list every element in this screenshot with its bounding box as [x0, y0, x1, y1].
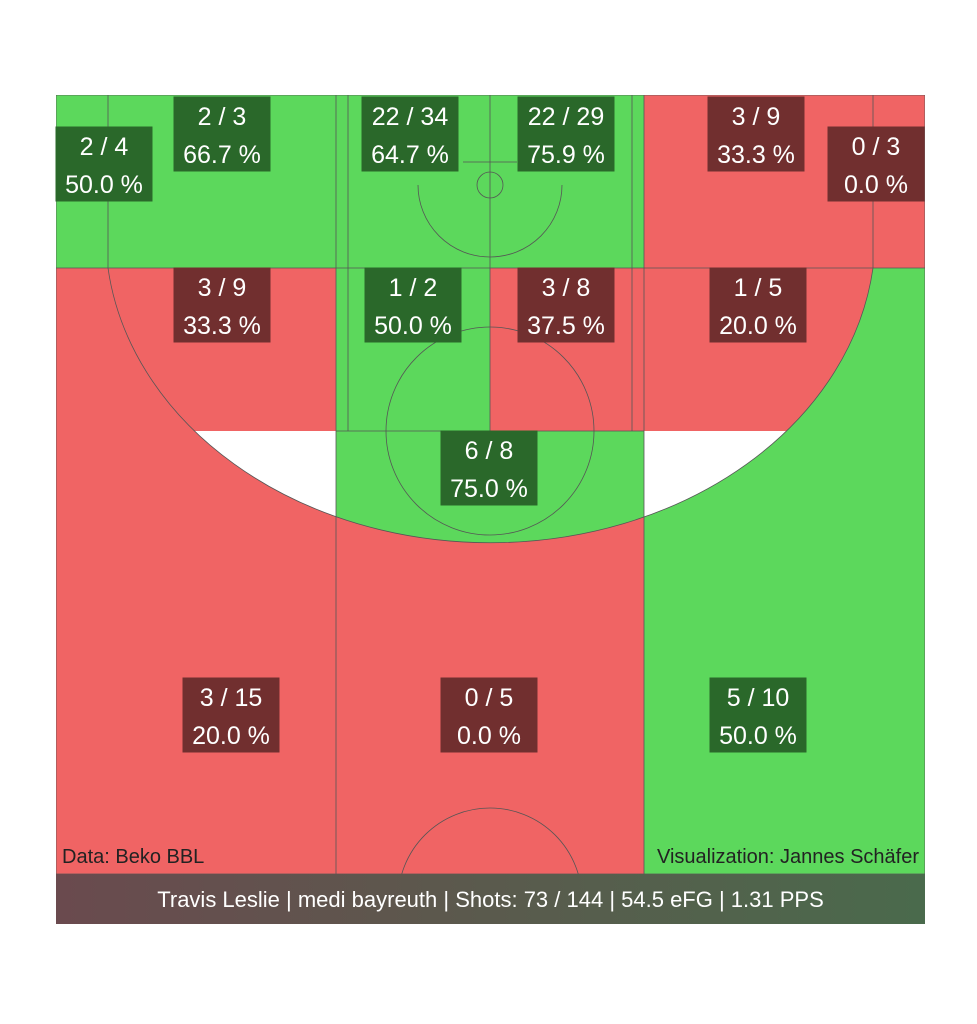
- zone-left-wing-two: [108, 268, 336, 431]
- author-credit: Visualization: Jannes Schäfer: [657, 846, 919, 868]
- zone-pct-label: 50.0 %: [719, 722, 797, 750]
- zone-label-left-baseline-two: 2 / 3 66.7 %: [173, 96, 271, 172]
- zone-label-top-key-two: 6 / 8 75.0 %: [440, 430, 538, 506]
- zone-label-restricted-area-right: 22 / 29 75.9 %: [517, 96, 615, 172]
- zone-label-box: [827, 126, 925, 202]
- zone-label-box: [517, 267, 615, 343]
- zone-shots-label: 1 / 5: [734, 274, 783, 302]
- zone-label-box: [440, 677, 538, 753]
- zone-pct-label: 64.7 %: [371, 141, 449, 169]
- source-credit: Data: Beko BBL: [62, 846, 204, 868]
- zone-pct-label: 0.0 %: [844, 171, 908, 199]
- zone-label-box: [173, 96, 271, 172]
- zone-label-left-wing-two: 3 / 9 33.3 %: [173, 267, 271, 343]
- zone-pct-label: 33.3 %: [183, 312, 261, 340]
- zone-label-box: [517, 96, 615, 172]
- zone-pct-label: 50.0 %: [374, 312, 452, 340]
- zone-label-paint-left: 1 / 2 50.0 %: [364, 267, 462, 343]
- zone-pct-label: 33.3 %: [717, 141, 795, 169]
- zone-label-box: [182, 677, 280, 753]
- zone-pct-label: 75.0 %: [450, 475, 528, 503]
- court-circle: [385, 326, 595, 536]
- zone-shots-label: 3 / 15: [200, 684, 263, 712]
- zone-label-paint-right: 3 / 8 37.5 %: [517, 267, 615, 343]
- zone-pct-label: 75.9 %: [527, 141, 605, 169]
- zone-label-box: [707, 96, 805, 172]
- zone-label-box: [440, 430, 538, 506]
- footer-bar: [56, 874, 925, 924]
- zone-left-baseline-two: [108, 95, 336, 268]
- zone-label-right-wing-three: 5 / 10 50.0 %: [709, 677, 807, 753]
- zone-label-box: [361, 96, 459, 172]
- zone-pct-label: 0.0 %: [457, 722, 521, 750]
- zone-label-right-baseline-two: 3 / 9 33.3 %: [707, 96, 805, 172]
- court-circle: [401, 807, 579, 874]
- zone-label-left-wing-three: 3 / 15 20.0 %: [182, 677, 280, 753]
- zone-pct-label: 20.0 %: [719, 312, 797, 340]
- zone-right-baseline-two: [644, 95, 873, 268]
- zone-label-top-three: 0 / 5 0.0 %: [440, 677, 538, 753]
- zone-label-right-corner-three: 0 / 3 0.0 %: [827, 126, 925, 202]
- zone-label-left-corner-three: 2 / 4 50.0 %: [55, 126, 153, 202]
- footer-text: Travis Leslie | medi bayreuth | Shots: 7…: [157, 887, 824, 912]
- zone-label-box: [173, 267, 271, 343]
- zone-shots-label: 22 / 29: [528, 103, 604, 131]
- zone-shots-label: 0 / 5: [465, 684, 514, 712]
- zone-label-box: [709, 677, 807, 753]
- zone-pct-label: 66.7 %: [183, 141, 261, 169]
- zone-shots-label: 6 / 8: [465, 437, 514, 465]
- court-circle: [476, 171, 504, 199]
- zone-label-box: [709, 267, 807, 343]
- zone-shots-label: 2 / 4: [80, 133, 129, 161]
- zone-label-restricted-area-left: 22 / 34 64.7 %: [361, 96, 459, 172]
- zone-label-right-wing-two: 1 / 5 20.0 %: [709, 267, 807, 343]
- zone-shots-label: 1 / 2: [389, 274, 438, 302]
- zone-shots-label: 2 / 3: [198, 103, 247, 131]
- zone-pct-label: 20.0 %: [192, 722, 270, 750]
- zone-shots-label: 0 / 3: [852, 133, 901, 161]
- zone-label-box: [364, 267, 462, 343]
- zone-shots-label: 5 / 10: [727, 684, 790, 712]
- zone-pct-label: 37.5 %: [527, 312, 605, 340]
- zone-shots-label: 22 / 34: [372, 103, 449, 131]
- zone-top-key-two: [336, 431, 644, 543]
- restricted-arc: [417, 184, 563, 258]
- zone-label-box: [55, 126, 153, 202]
- zone-right-wing-two: [644, 268, 873, 431]
- court-line: [107, 267, 874, 544]
- zone-shots-label: 3 / 9: [198, 274, 247, 302]
- zone-pct-label: 50.0 %: [65, 171, 143, 199]
- zone-shots-label: 3 / 9: [732, 103, 781, 131]
- zone-top-three: [336, 431, 644, 874]
- zone-shots-label: 3 / 8: [542, 274, 591, 302]
